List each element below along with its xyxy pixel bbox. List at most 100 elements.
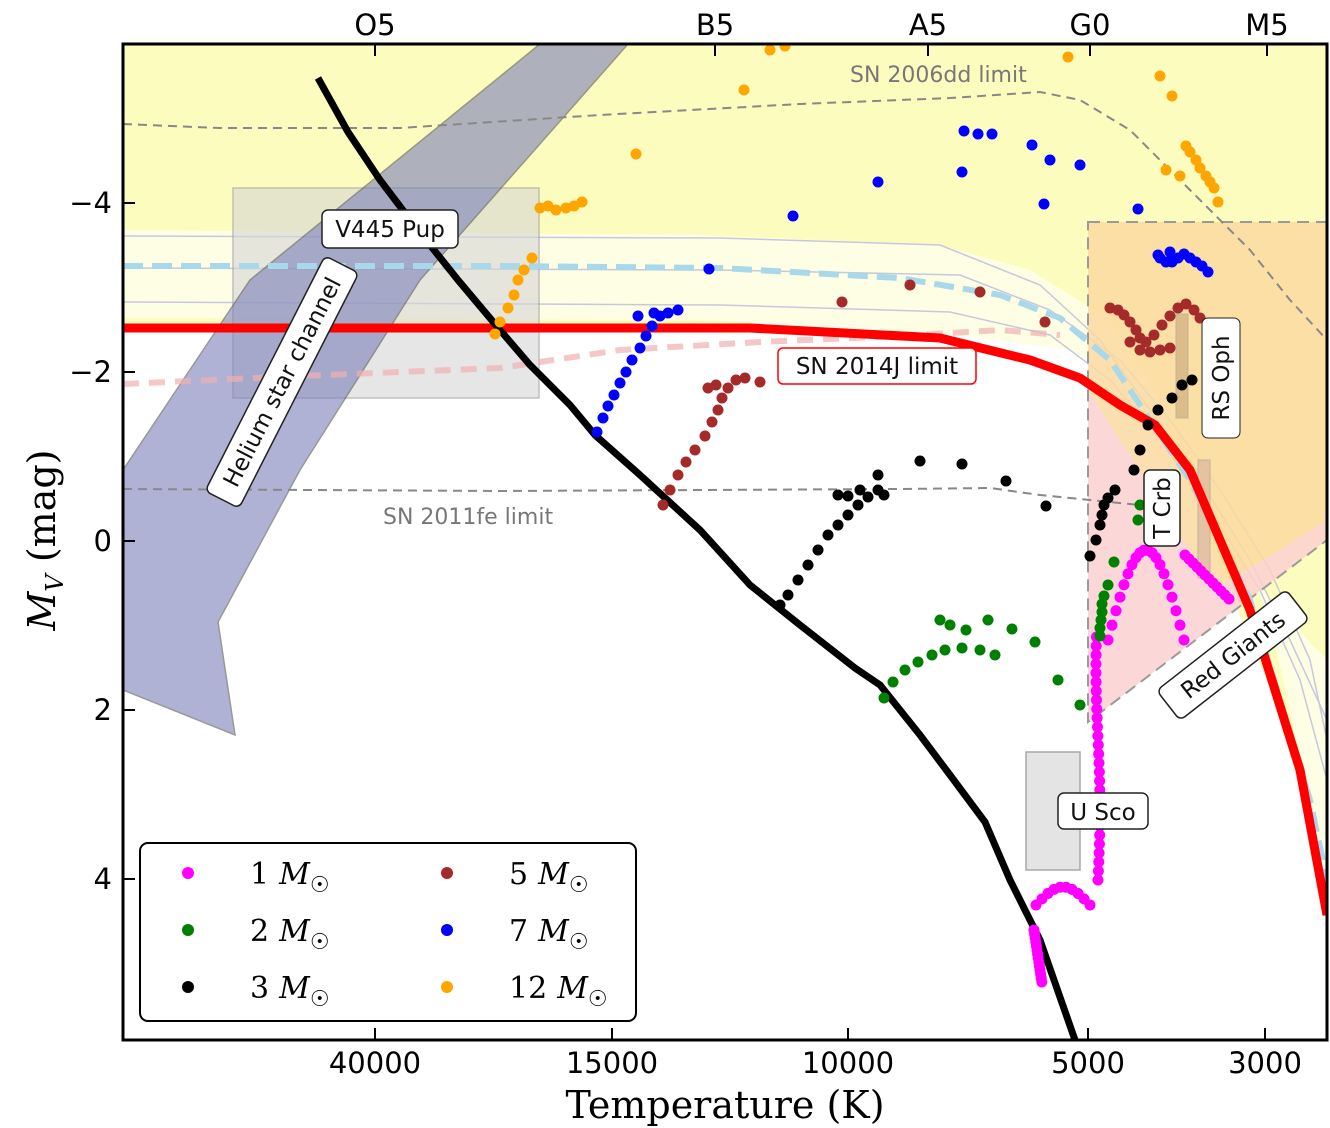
track-point-12msun [1174,170,1186,182]
sn2006dd-limit-label: SN 2006dd limit [850,63,1027,88]
x-tick-label: 15000 [566,1046,658,1080]
legend-marker [182,981,194,993]
spectral-tick-label: G0 [1070,8,1111,42]
track-point-3msun [1109,484,1121,496]
track-point-1msun [1094,829,1106,841]
track-point-2msun [956,642,968,654]
track-point-3msun [878,489,890,501]
track-point-3msun [1040,500,1052,512]
y-axis-ticks: −4 −2 0 2 4 [69,186,135,896]
y-tick-label: 4 [94,862,112,896]
track-point-5msun [1156,319,1168,331]
track-point-7msun [646,320,658,332]
track-point-12msun [526,252,538,264]
track-point-1msun [1092,739,1104,751]
track-point-5msun [722,382,734,394]
track-point-1msun [1223,593,1235,605]
track-point-5msun [1164,310,1176,322]
track-point-3msun [1176,379,1188,391]
track-point-7msun [614,377,626,389]
track-point-7msun [872,176,884,188]
svg-text:MV (mag): MV (mag) [20,449,69,631]
legend-label: 1 M☉ [250,857,330,898]
track-point-7msun [1202,266,1214,278]
series-12msun-points [489,44,1224,340]
track-point-7msun [626,354,638,366]
red-giants-outline [1087,221,1327,725]
x-axis-ticks: 40000 15000 10000 5000 3000 [329,1028,1302,1080]
legend-marker [441,867,453,879]
track-point-5msun [1039,316,1051,328]
track-point-7msun [591,426,603,438]
track-point-5msun [904,279,916,291]
series-7msun-points [591,125,1214,438]
track-point-7msun [632,310,644,322]
track-point-3msun [812,544,824,556]
track-point-1msun [1090,676,1102,688]
sn2014j-label: SN 2014J limit [777,347,977,385]
track-point-7msun [703,263,715,275]
track-point-3msun [842,490,854,502]
track-point-1msun [1092,874,1104,886]
track-point-5msun [1188,304,1200,316]
track-point-5msun [706,416,718,428]
track-point-2msun [974,644,986,656]
track-point-12msun [1062,51,1074,63]
track-point-2msun [982,614,994,626]
spectral-tick-label: A5 [909,8,947,42]
track-point-5msun [664,484,676,496]
track-point-7msun [787,210,799,222]
rs-oph-label: RS Oph [1201,317,1241,439]
track-point-12msun [1154,70,1166,82]
track-point-7msun [672,304,684,316]
track-point-3msun [1094,519,1106,531]
track-point-5msun [1140,336,1152,348]
track-point-12msun [518,264,530,276]
track-point-12msun [1166,90,1178,102]
track-point-5msun [836,296,848,308]
x-tick-label: 3000 [1228,1046,1302,1080]
track-point-12msun [1212,196,1224,208]
track-point-12msun [1184,146,1196,158]
track-point-3msun [1186,374,1198,386]
track-point-7msun [608,389,620,401]
track-point-1msun [1090,649,1102,661]
track-point-1msun [1036,976,1048,988]
track-point-5msun [657,499,669,511]
series-5msun-points [657,279,1206,511]
spectral-tick-label: M5 [1245,8,1288,42]
track-point-2msun [878,692,890,704]
track-point-7msun [1164,246,1176,258]
svg-text:RS Oph: RS Oph [1209,335,1235,420]
track-point-5msun [739,372,751,384]
track-point-1msun [1090,658,1102,670]
track-point-1msun [1166,591,1178,603]
track-point-3msun [1084,550,1096,562]
track-point-1msun [1084,899,1096,911]
track-point-3msun [1096,509,1108,521]
track-point-1msun [1092,865,1104,877]
track-point-3msun [1166,392,1178,404]
track-point-3msun [1134,444,1146,456]
spectral-type-ticks: O5 B5 A5 G0 M5 [354,8,1289,56]
track-point-2msun [1096,606,1108,618]
y-tick-label: −4 [69,186,112,220]
y-tick-label: 2 [94,693,112,727]
track-point-5msun [680,456,692,468]
track-point-5msun [699,430,711,442]
track-point-1msun [1093,856,1105,868]
track-point-1msun [1091,721,1103,733]
track-point-1msun [1091,712,1103,724]
track-point-12msun [512,274,524,286]
track-point-12msun [1194,162,1206,174]
track-point-7msun [1038,198,1050,210]
track-point-2msun [1098,590,1110,602]
red-giants-pink-region [1088,390,1327,722]
track-point-2msun [1052,674,1064,686]
track-point-7msun [1132,203,1144,215]
track-point-3msun [1090,534,1102,546]
track-point-1msun [1094,775,1106,787]
track-point-1msun [1093,847,1105,859]
track-point-5msun [1180,298,1192,310]
